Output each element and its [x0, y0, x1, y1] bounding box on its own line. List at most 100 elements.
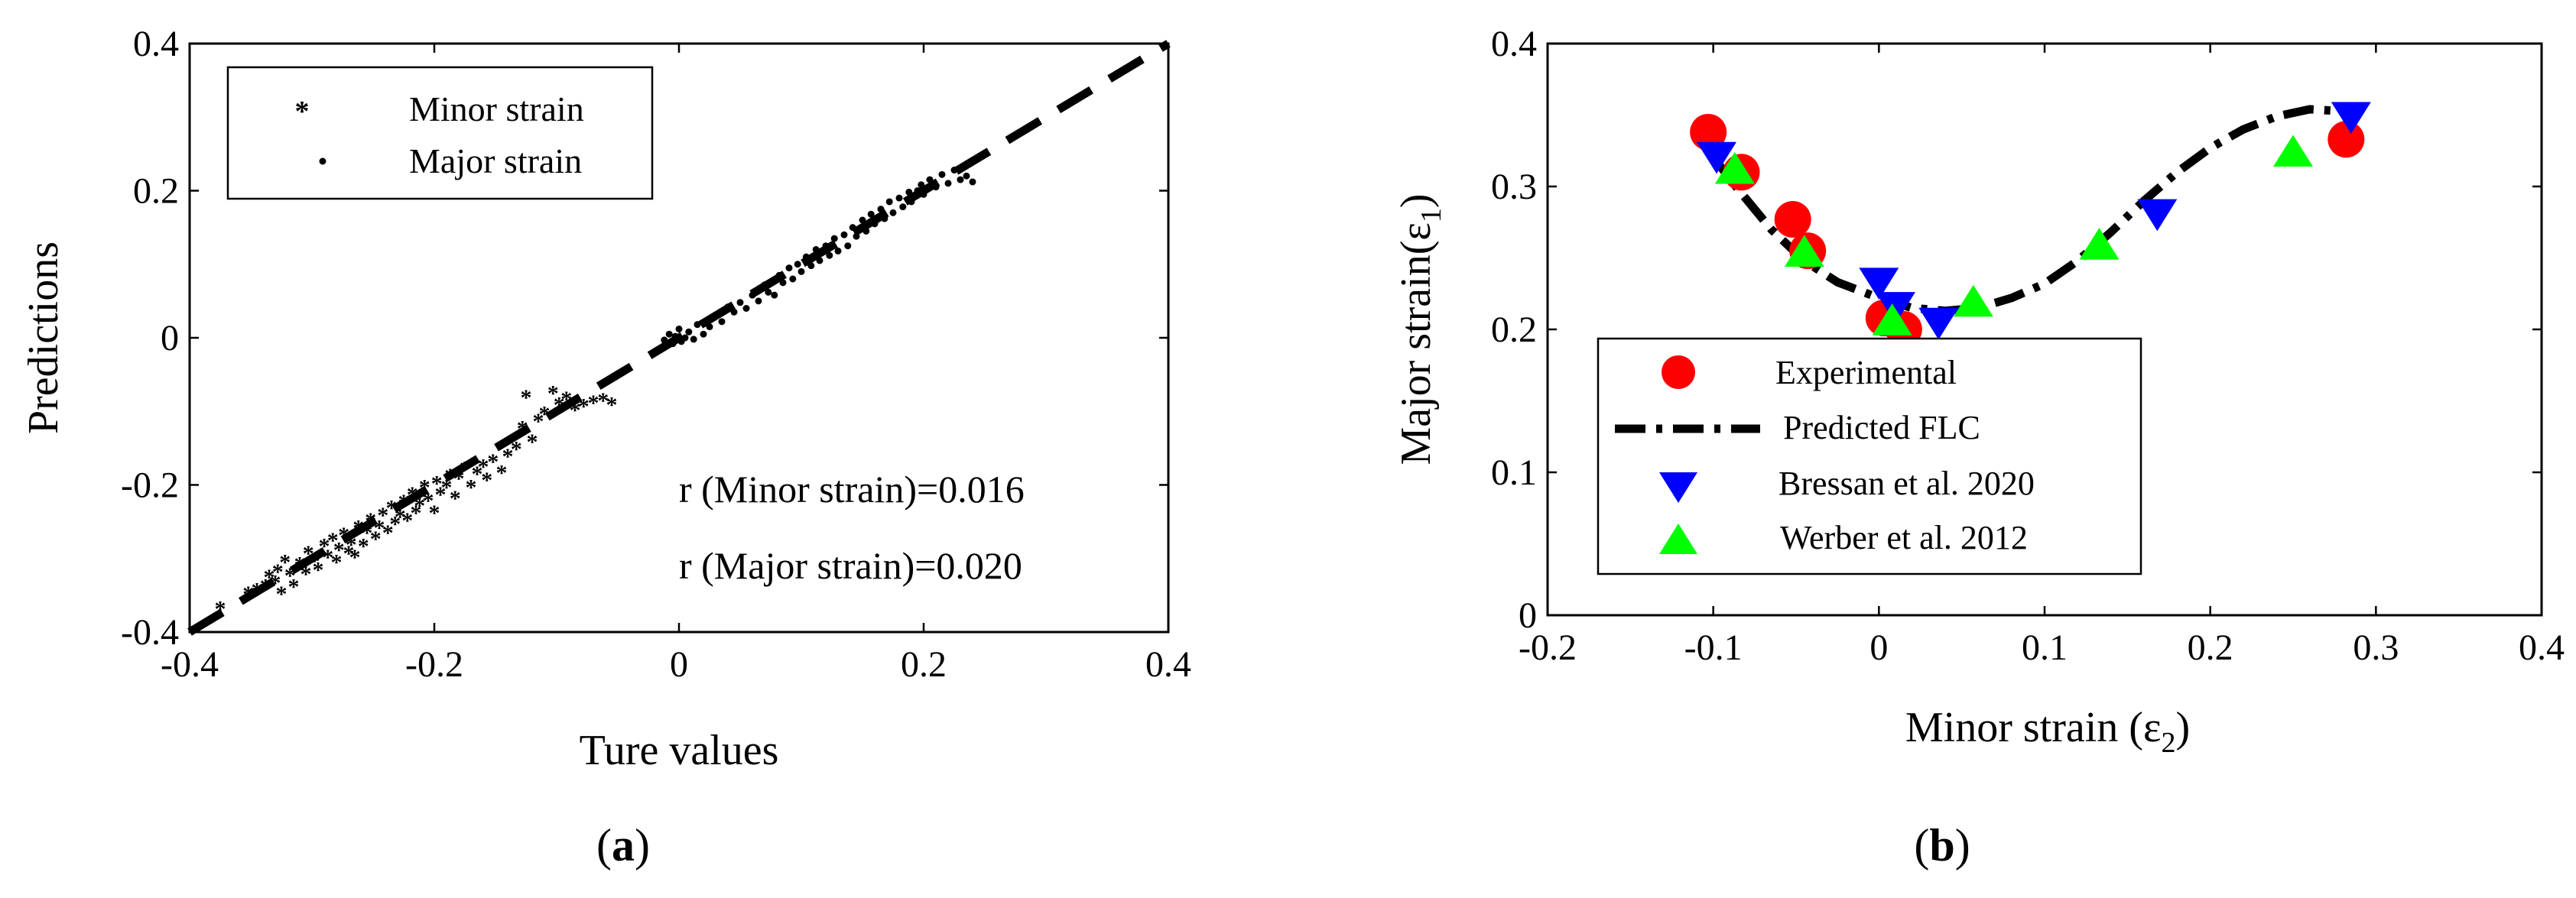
- major-strain-point: [736, 299, 744, 306]
- minor-strain-point: *: [322, 545, 333, 570]
- minor-strain-point: *: [343, 541, 355, 566]
- reference-line-y-equals-x: [187, 40, 1171, 636]
- minor-strain-point: *: [588, 391, 599, 416]
- minor-strain-point: *: [276, 582, 287, 607]
- minor-strain-point: *: [466, 475, 477, 501]
- major-strain-point: [718, 318, 726, 326]
- annotation-r-major: r (Major strain)=0.020: [679, 544, 1022, 587]
- major-strain-point: [700, 330, 707, 338]
- major-strain-point: [938, 170, 946, 178]
- werber-point: [2079, 228, 2120, 260]
- legend-experimental-marker: [1662, 355, 1695, 389]
- major-strain-point: [771, 291, 778, 299]
- panel-a-xlabel: Ture values: [580, 727, 779, 774]
- major-strain-point: [794, 261, 801, 268]
- minor-strain-point: *: [431, 472, 443, 497]
- major-strain-point: [685, 328, 693, 336]
- legend-werber-marker: [1659, 524, 1697, 554]
- major-strain-point: [675, 325, 683, 332]
- bressan-point: [1859, 267, 1899, 300]
- panel-a-chart: ******* ****************************** ***…: [20, 24, 1191, 870]
- major-strain-point: [797, 267, 805, 275]
- werber-point: [1953, 284, 1993, 317]
- major-strain-point: [742, 305, 750, 312]
- major-strain-point: [830, 235, 838, 242]
- minor-strain-point: *: [377, 503, 388, 528]
- minor-strain-point: *: [441, 475, 453, 501]
- minor-strain-point: *: [288, 574, 300, 599]
- panel-a-label-letter: a: [612, 820, 635, 870]
- bressan-point: [2137, 199, 2178, 232]
- minor-strain-point: *: [481, 468, 492, 493]
- panel-a-x-tick-label: 0.2: [901, 644, 947, 685]
- minor-strain-point: *: [270, 571, 281, 596]
- panel-b-x-tick-label: 0.1: [2022, 627, 2068, 668]
- panel-a-y-tick-label: -0.2: [121, 465, 179, 506]
- minor-strain-point: *: [331, 550, 343, 575]
- werber-point: [1784, 235, 1824, 267]
- panel-b-x-tick-label: 0.3: [2353, 627, 2399, 668]
- major-strain-point: [840, 231, 848, 238]
- major-strain-point: [844, 242, 852, 250]
- bressan-point: [1697, 141, 1736, 174]
- panel-a-y-tick-label: 0.2: [133, 171, 179, 212]
- panel-b-xlabel: Minor strain (ε2): [1905, 704, 2190, 759]
- legend-minor-marker: *: [295, 96, 310, 128]
- panel-b-legend: Experimental Predicted FLC Bressan et al…: [1597, 337, 2142, 575]
- major-strain-point: [899, 203, 907, 211]
- annotation-r-minor: r (Minor strain)=0.016: [679, 468, 1025, 511]
- minor-strain-point: *: [533, 409, 544, 434]
- major-strain-point: [765, 288, 772, 296]
- minor-strain-point: *: [606, 393, 618, 418]
- minor-strain-point: *: [478, 455, 489, 480]
- panel-a-label: (a): [596, 820, 650, 870]
- werber-point: [1714, 151, 1755, 184]
- bressan-point: [1918, 307, 1959, 340]
- experimental-point: [1774, 201, 1811, 238]
- minor-strain-point: *: [349, 545, 361, 570]
- minor-strain-point: *: [527, 430, 538, 455]
- minor-strain-point: *: [279, 550, 291, 575]
- bressan-point: [2331, 102, 2371, 135]
- minor-strain-point: *: [521, 385, 532, 410]
- minor-strain-point: *: [450, 486, 461, 511]
- minor-strain-point: *: [401, 508, 413, 533]
- panel-b-label: (b): [1914, 820, 1970, 870]
- legend-major-marker: [319, 157, 326, 165]
- panel-b-marks: [1690, 102, 2371, 348]
- minor-strain-point: *: [272, 559, 284, 585]
- legend-werber-label: Werber et al. 2012: [1780, 519, 2028, 556]
- major-strain-point: [694, 321, 701, 329]
- panel-b-y-tick-label: 0.3: [1491, 167, 1537, 207]
- panel-b-x-tick-label: 0.2: [2188, 627, 2233, 668]
- panel-a-y-tick-label: 0: [161, 318, 179, 358]
- legend-minor-label: Minor strain: [409, 89, 584, 128]
- minor-strain-point: *: [382, 520, 394, 546]
- panel-b-x-tick-label: 0: [1869, 627, 1888, 668]
- legend-experimental-label: Experimental: [1775, 354, 1957, 391]
- panel-b-label-letter: b: [1929, 820, 1954, 870]
- major-strain-point: [867, 210, 875, 218]
- major-strain-point: [826, 251, 833, 259]
- legend-bressan-marker: [1659, 472, 1697, 503]
- minor-strain-point: *: [487, 449, 499, 475]
- major-strain-point: [944, 180, 952, 187]
- minor-strain-point: *: [411, 501, 422, 526]
- panel-a-y-tick-label: 0.4: [133, 24, 179, 64]
- predicted-flc-curve: [1704, 105, 2360, 316]
- minor-strain-point: *: [327, 528, 339, 553]
- minor-strain-point: *: [472, 462, 483, 487]
- major-strain-point: [690, 336, 697, 343]
- experimental-point: [1690, 113, 1727, 151]
- werber-point: [2273, 135, 2313, 167]
- minor-strain-point: *: [313, 557, 324, 582]
- minor-strain-point: *: [358, 534, 369, 559]
- panel-b-y-tick-label: 0.1: [1491, 452, 1537, 493]
- major-strain-point: [889, 209, 897, 216]
- panel-b-x-tick-label: -0.1: [1684, 627, 1743, 668]
- panel-a-x-tick-label: 0: [670, 644, 688, 685]
- panel-a-ticks: -0.4 -0.2 0 0.2 0.4 -0.4 -0.2 0 0.2 0.4: [121, 24, 1191, 685]
- major-strain-point: [969, 178, 976, 186]
- panel-b-x-tick-label: -0.2: [1519, 627, 1577, 668]
- major-strain-point: [963, 172, 970, 180]
